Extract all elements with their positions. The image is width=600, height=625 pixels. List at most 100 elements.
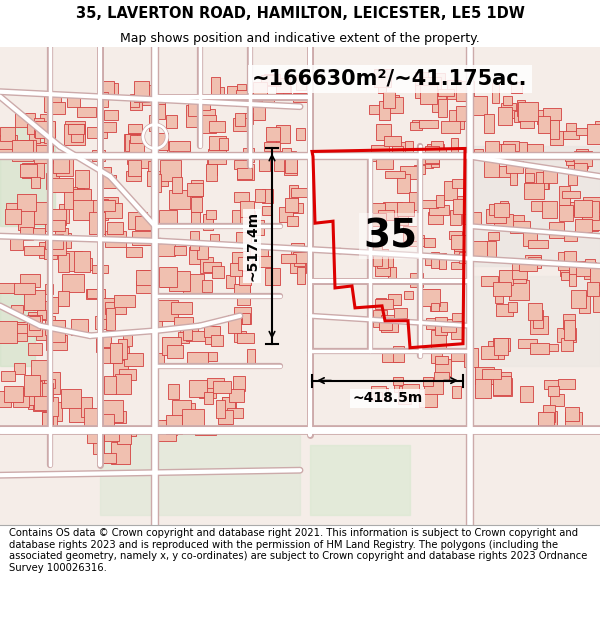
FancyBboxPatch shape — [103, 176, 116, 188]
FancyBboxPatch shape — [71, 319, 88, 335]
FancyBboxPatch shape — [459, 251, 472, 262]
FancyBboxPatch shape — [236, 89, 253, 106]
FancyBboxPatch shape — [584, 262, 596, 279]
FancyBboxPatch shape — [40, 114, 49, 133]
FancyBboxPatch shape — [38, 123, 47, 134]
FancyBboxPatch shape — [187, 352, 208, 368]
FancyBboxPatch shape — [205, 334, 214, 344]
FancyBboxPatch shape — [439, 253, 446, 269]
FancyBboxPatch shape — [373, 310, 387, 327]
FancyBboxPatch shape — [136, 271, 152, 284]
FancyBboxPatch shape — [128, 213, 147, 229]
FancyBboxPatch shape — [394, 377, 403, 385]
FancyBboxPatch shape — [151, 134, 168, 150]
FancyBboxPatch shape — [156, 301, 178, 321]
FancyBboxPatch shape — [128, 126, 141, 134]
FancyBboxPatch shape — [203, 214, 213, 226]
FancyBboxPatch shape — [405, 141, 413, 154]
FancyBboxPatch shape — [376, 124, 391, 141]
FancyBboxPatch shape — [55, 320, 65, 333]
FancyBboxPatch shape — [509, 280, 529, 300]
FancyBboxPatch shape — [169, 141, 190, 151]
FancyBboxPatch shape — [253, 103, 265, 121]
FancyBboxPatch shape — [0, 321, 17, 342]
FancyBboxPatch shape — [279, 207, 293, 222]
FancyBboxPatch shape — [493, 378, 512, 396]
FancyBboxPatch shape — [451, 234, 463, 249]
FancyBboxPatch shape — [152, 174, 161, 192]
FancyBboxPatch shape — [11, 305, 23, 314]
FancyBboxPatch shape — [14, 324, 29, 333]
FancyBboxPatch shape — [431, 303, 439, 311]
FancyBboxPatch shape — [229, 389, 244, 402]
FancyBboxPatch shape — [557, 328, 575, 341]
FancyBboxPatch shape — [253, 82, 268, 98]
FancyBboxPatch shape — [424, 78, 442, 96]
FancyBboxPatch shape — [24, 375, 40, 396]
FancyBboxPatch shape — [119, 369, 136, 380]
FancyBboxPatch shape — [502, 144, 515, 157]
FancyBboxPatch shape — [518, 339, 538, 348]
FancyBboxPatch shape — [140, 270, 149, 282]
FancyBboxPatch shape — [106, 309, 115, 330]
FancyBboxPatch shape — [274, 158, 286, 171]
FancyBboxPatch shape — [104, 376, 116, 394]
FancyBboxPatch shape — [73, 189, 91, 208]
FancyBboxPatch shape — [431, 94, 446, 112]
FancyBboxPatch shape — [427, 144, 443, 151]
FancyBboxPatch shape — [517, 100, 525, 116]
FancyBboxPatch shape — [87, 289, 105, 298]
FancyBboxPatch shape — [97, 453, 116, 463]
FancyBboxPatch shape — [559, 186, 570, 204]
FancyBboxPatch shape — [226, 275, 235, 288]
FancyBboxPatch shape — [115, 374, 131, 394]
FancyBboxPatch shape — [167, 345, 183, 358]
FancyBboxPatch shape — [294, 251, 305, 266]
FancyBboxPatch shape — [238, 84, 246, 101]
FancyBboxPatch shape — [255, 189, 265, 202]
FancyBboxPatch shape — [550, 120, 559, 139]
FancyBboxPatch shape — [290, 263, 306, 273]
FancyBboxPatch shape — [243, 251, 256, 268]
FancyBboxPatch shape — [498, 107, 512, 124]
FancyBboxPatch shape — [582, 201, 599, 220]
FancyBboxPatch shape — [14, 283, 35, 294]
FancyBboxPatch shape — [28, 312, 47, 320]
FancyBboxPatch shape — [100, 81, 114, 99]
FancyBboxPatch shape — [397, 202, 415, 216]
FancyBboxPatch shape — [262, 189, 273, 203]
FancyBboxPatch shape — [435, 359, 451, 376]
FancyBboxPatch shape — [566, 156, 583, 164]
FancyBboxPatch shape — [206, 159, 217, 174]
FancyBboxPatch shape — [499, 144, 513, 161]
FancyBboxPatch shape — [404, 291, 413, 299]
FancyBboxPatch shape — [147, 171, 169, 186]
FancyBboxPatch shape — [92, 200, 113, 215]
FancyBboxPatch shape — [519, 260, 537, 271]
FancyBboxPatch shape — [43, 412, 57, 428]
FancyBboxPatch shape — [99, 414, 114, 432]
FancyBboxPatch shape — [130, 94, 139, 108]
FancyBboxPatch shape — [382, 348, 400, 362]
FancyBboxPatch shape — [95, 316, 106, 329]
FancyBboxPatch shape — [452, 386, 461, 398]
FancyBboxPatch shape — [493, 376, 511, 394]
FancyBboxPatch shape — [491, 83, 499, 102]
FancyBboxPatch shape — [289, 186, 298, 199]
FancyBboxPatch shape — [537, 110, 550, 124]
FancyBboxPatch shape — [63, 251, 82, 271]
FancyBboxPatch shape — [29, 316, 40, 330]
FancyBboxPatch shape — [203, 216, 213, 231]
FancyBboxPatch shape — [230, 263, 242, 276]
FancyBboxPatch shape — [101, 200, 115, 211]
FancyBboxPatch shape — [445, 181, 457, 200]
FancyBboxPatch shape — [262, 96, 274, 107]
FancyBboxPatch shape — [173, 146, 190, 154]
FancyBboxPatch shape — [128, 160, 140, 176]
FancyBboxPatch shape — [211, 335, 223, 346]
FancyBboxPatch shape — [568, 166, 577, 184]
FancyBboxPatch shape — [436, 195, 444, 207]
FancyBboxPatch shape — [587, 124, 600, 144]
FancyBboxPatch shape — [421, 152, 439, 164]
FancyBboxPatch shape — [221, 398, 235, 412]
